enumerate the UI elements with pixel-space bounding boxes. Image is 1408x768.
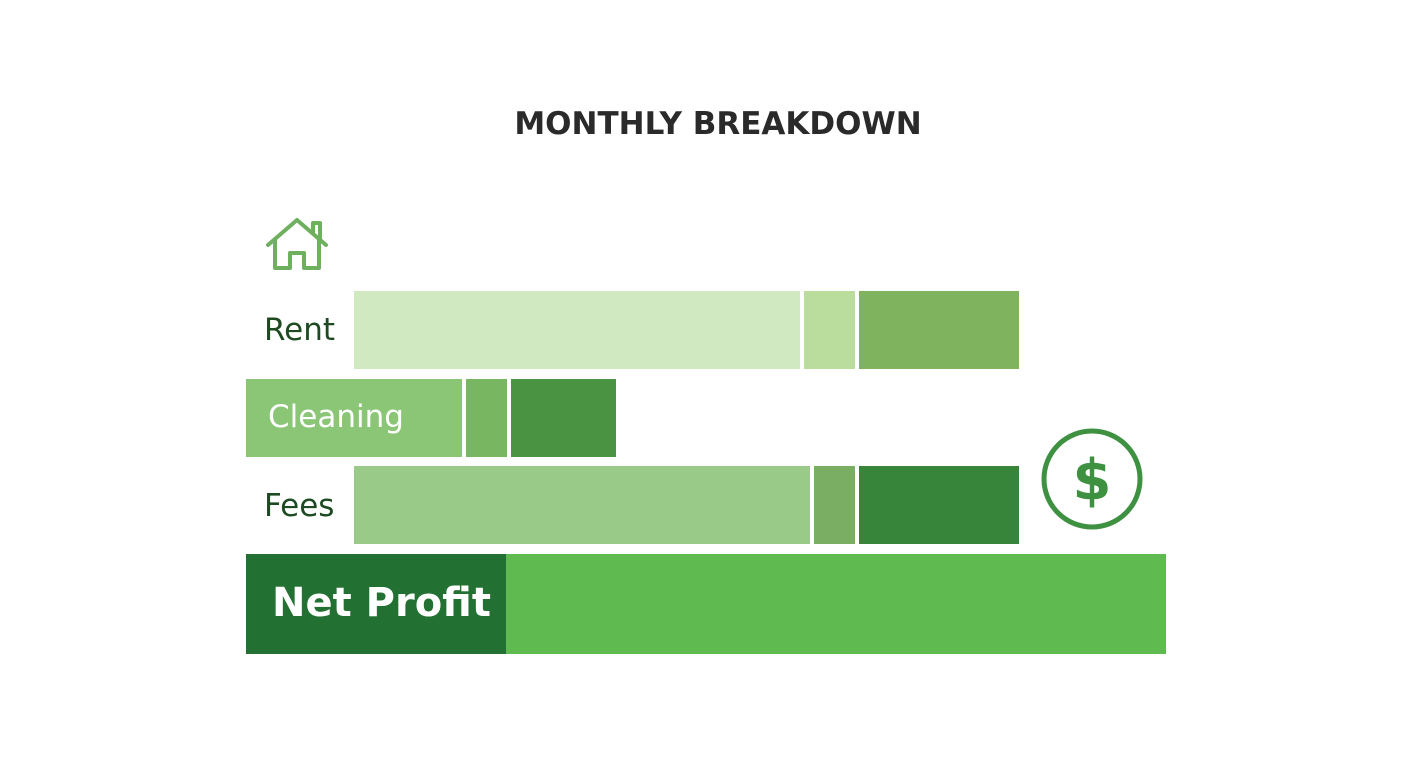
- bar-segment: [814, 466, 855, 544]
- svg-text:$: $: [1073, 448, 1112, 513]
- category-label-rent: Rent: [264, 312, 336, 348]
- bar-segment: [506, 554, 1166, 654]
- bar-segment: [354, 466, 810, 544]
- chart-title: MONTHLY BREAKDOWN: [514, 106, 922, 142]
- category-label-cleaning: Cleaning: [268, 399, 404, 435]
- bar-segment: [511, 379, 616, 457]
- bar-segment: [859, 466, 1019, 544]
- house-icon: [266, 218, 328, 270]
- net-profit-label: Net Profit: [272, 580, 491, 626]
- bar-segment: [466, 379, 507, 457]
- dollar-circle-icon: $: [1041, 428, 1143, 530]
- bar-segment: [804, 291, 855, 369]
- category-label-fees: Fees: [264, 488, 335, 524]
- bar-segment: [246, 379, 462, 457]
- bar-segment: [246, 554, 506, 654]
- bar-segment: [354, 291, 800, 369]
- bar-segment: [859, 291, 1019, 369]
